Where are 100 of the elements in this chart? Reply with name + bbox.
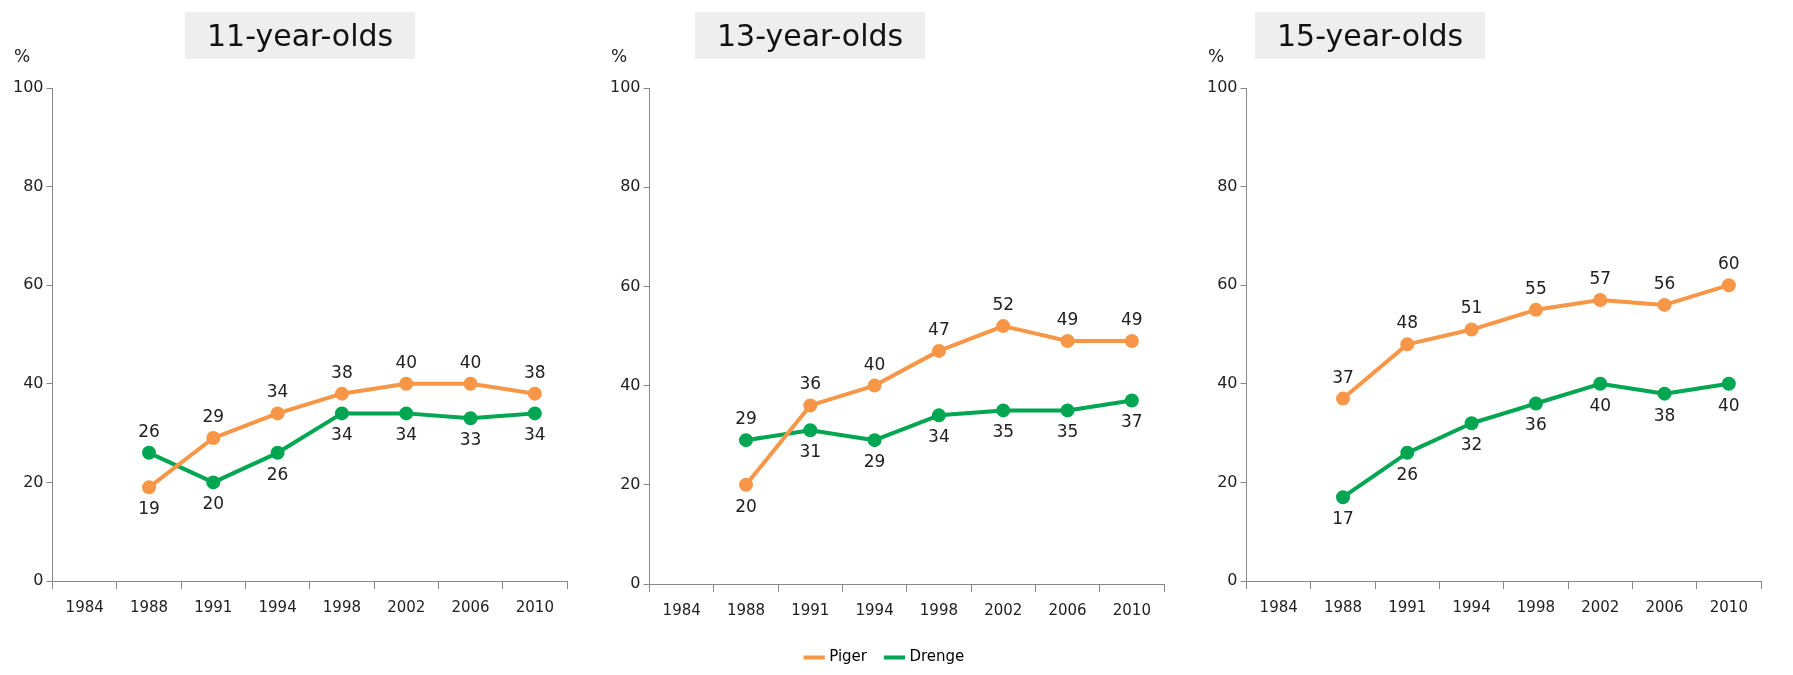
y-axis-title: % — [13, 45, 31, 66]
point — [1528, 302, 1543, 317]
point — [1124, 333, 1139, 348]
x-tick-label: 1994 — [855, 600, 894, 619]
point — [867, 433, 882, 448]
data-label: 40 — [863, 353, 886, 374]
point — [803, 423, 818, 438]
x-tick-label: 2006 — [451, 597, 490, 616]
point — [996, 403, 1011, 418]
x-tick-label: 1984 — [65, 597, 104, 616]
point — [206, 431, 221, 446]
point — [527, 406, 542, 421]
point — [931, 408, 946, 423]
data-label: 38 — [524, 361, 546, 382]
chart-title: 13-year-olds — [695, 12, 926, 59]
data-label: 36 — [799, 373, 822, 394]
data-label: 20 — [202, 493, 225, 514]
x-tick-label: 1991 — [1388, 597, 1427, 616]
x-tick-label: 2006 — [1048, 600, 1087, 619]
y-tick-label: 80 — [620, 176, 641, 196]
data-label: 48 — [1396, 312, 1419, 333]
y-tick-label: 40 — [23, 372, 44, 392]
point — [270, 406, 285, 421]
point — [739, 477, 753, 492]
y-axis-title: % — [610, 45, 628, 66]
y-tick-label: 40 — [1217, 372, 1238, 392]
data-label: 49 — [1056, 308, 1079, 329]
data-label: 26 — [266, 463, 289, 484]
point — [1593, 292, 1608, 307]
data-label: 26 — [138, 420, 160, 441]
y-tick-label: 20 — [620, 473, 641, 493]
data-label: 49 — [1121, 308, 1143, 329]
point — [1124, 393, 1139, 408]
data-label: 38 — [1653, 404, 1676, 425]
data-label: 17 — [1332, 508, 1354, 529]
point — [1464, 416, 1479, 431]
x-tick-label: 1984 — [1259, 597, 1298, 616]
data-label: 35 — [992, 421, 1015, 442]
point — [142, 445, 156, 460]
point — [270, 445, 285, 460]
x-tick-label: 2002 — [387, 597, 426, 616]
point — [334, 386, 349, 401]
x-tick-label: 2010 — [1112, 600, 1151, 619]
data-label: 32 — [1460, 434, 1483, 455]
y-tick-label: 0 — [33, 570, 44, 590]
point — [399, 406, 414, 421]
y-tick-label: 40 — [620, 374, 641, 394]
y-tick-label: 60 — [23, 274, 44, 294]
data-label: 20 — [735, 495, 757, 516]
y-tick-label: 60 — [1217, 274, 1238, 294]
y-tick-label: 80 — [23, 175, 44, 195]
point — [1721, 376, 1736, 391]
data-label: 40 — [459, 351, 482, 372]
data-label: 60 — [1718, 253, 1740, 274]
data-label: 37 — [1332, 366, 1354, 387]
point — [1400, 445, 1415, 460]
point — [463, 376, 478, 391]
data-label: 34 — [928, 426, 950, 447]
data-label: 52 — [992, 294, 1015, 314]
point — [1593, 376, 1608, 391]
data-label: 35 — [1056, 421, 1079, 442]
data-label: 56 — [1653, 272, 1676, 293]
data-label: 47 — [928, 318, 950, 339]
x-tick-label: 1998 — [1516, 597, 1556, 616]
y-tick-label: 60 — [620, 275, 641, 295]
chart-title: 15-year-olds — [1255, 12, 1486, 59]
x-tick-label: 2010 — [1709, 597, 1748, 616]
data-label: 34 — [524, 424, 546, 445]
x-tick-label: 1988 — [726, 600, 766, 619]
data-label: 29 — [202, 405, 225, 426]
point — [739, 433, 753, 448]
point — [399, 376, 414, 391]
data-label: 29 — [735, 408, 757, 429]
point — [142, 480, 156, 495]
point — [463, 411, 478, 426]
point — [1721, 278, 1736, 293]
data-label: 34 — [395, 424, 418, 445]
x-tick-label: 1994 — [258, 597, 297, 616]
x-tick-label: 2010 — [515, 597, 554, 616]
x-tick-label: 2006 — [1645, 597, 1684, 616]
y-tick-label: 100 — [12, 77, 44, 97]
data-label: 55 — [1525, 277, 1547, 298]
data-label: 40 — [1589, 394, 1612, 415]
x-tick-label: 1998 — [919, 600, 959, 619]
point — [1657, 386, 1672, 401]
data-label: 34 — [331, 424, 353, 445]
data-label: 33 — [459, 429, 482, 450]
legend-label: Drenge — [909, 647, 965, 666]
data-label: 51 — [1460, 297, 1483, 318]
point — [996, 319, 1011, 334]
data-label: 37 — [1121, 411, 1143, 432]
x-tick-label: 1988 — [129, 597, 169, 616]
point — [1060, 333, 1075, 348]
data-label: 40 — [395, 351, 418, 372]
data-label: 40 — [1718, 394, 1740, 415]
x-tick-label: 1984 — [662, 600, 701, 619]
y-tick-label: 0 — [1227, 570, 1238, 590]
y-tick-label: 100 — [609, 77, 641, 97]
x-tick-label: 1994 — [1452, 597, 1491, 616]
x-tick-label: 1998 — [322, 597, 362, 616]
